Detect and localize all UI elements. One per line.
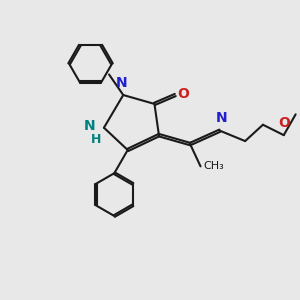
Text: CH₃: CH₃ <box>203 161 224 171</box>
Text: O: O <box>178 86 190 100</box>
Text: N: N <box>83 119 95 133</box>
Text: N: N <box>215 111 227 125</box>
Text: H: H <box>90 133 101 146</box>
Text: N: N <box>116 76 128 90</box>
Text: O: O <box>278 116 290 130</box>
